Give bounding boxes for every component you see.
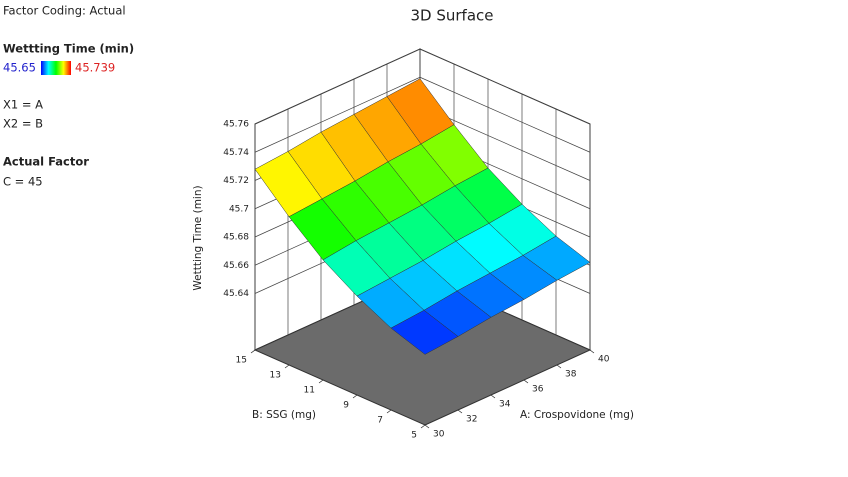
x1-code: X1 = A — [3, 98, 43, 112]
z-tick-label: 45.7 — [229, 204, 249, 214]
x-tick-label: 36 — [532, 385, 544, 395]
y-tick-label: 15 — [236, 356, 247, 366]
y-tick-label: 11 — [304, 386, 315, 396]
colorbar-max: 45.739 — [75, 61, 115, 75]
z-axis-label: Wettting Time (min) — [192, 185, 204, 290]
factor-title: Actual Factor — [3, 155, 89, 169]
tick-mark — [556, 364, 562, 369]
factor-value: C = 45 — [3, 175, 43, 189]
legend-title: Wettting Time (min) — [3, 42, 134, 56]
z-tick-label: 45.64 — [223, 289, 249, 299]
tick-mark — [420, 424, 426, 429]
z-tick-label: 45.76 — [223, 120, 249, 130]
y-tick-label: 7 — [377, 416, 383, 426]
tick-mark — [424, 424, 430, 429]
y-tick-label: 9 — [343, 401, 349, 411]
x-tick-label: 30 — [433, 430, 445, 440]
x-tick-label: 32 — [466, 415, 477, 425]
x2-code: X2 = B — [3, 117, 43, 131]
x-tick-label: 38 — [565, 370, 577, 380]
coding: Factor Coding: Actual — [3, 4, 126, 18]
z-tick-label: 45.74 — [223, 148, 249, 158]
z-tick-label: 45.72 — [223, 176, 249, 186]
x-tick-label: 40 — [598, 355, 610, 365]
tick-mark — [352, 394, 358, 399]
colorbar-min: 45.65 — [3, 61, 36, 75]
tick-mark — [386, 409, 392, 414]
surface-cell — [390, 310, 459, 355]
x-axis-label: A: Crospovidone (mg) — [520, 409, 634, 421]
tick-mark — [457, 409, 463, 414]
tick-mark — [589, 349, 595, 354]
chart-title: 3D Surface — [410, 7, 493, 25]
x-tick-label: 34 — [499, 400, 511, 410]
grid-line — [254, 76, 421, 153]
grid-line — [254, 48, 421, 125]
tick-mark — [318, 379, 324, 384]
tick-mark — [523, 379, 529, 384]
y-tick-label: 5 — [411, 431, 417, 441]
surface — [254, 78, 591, 355]
tick-mark — [284, 364, 290, 369]
y-tick-label: 13 — [270, 371, 281, 381]
y-axis-label: B: SSG (mg) — [252, 409, 316, 421]
grid-line — [419, 76, 591, 153]
z-tick-label: 45.66 — [223, 261, 249, 271]
tick-mark — [490, 394, 496, 399]
colorbar — [41, 61, 71, 75]
z-tick-label: 45.68 — [223, 233, 249, 243]
grid-line — [419, 48, 591, 125]
tick-mark — [250, 349, 256, 354]
